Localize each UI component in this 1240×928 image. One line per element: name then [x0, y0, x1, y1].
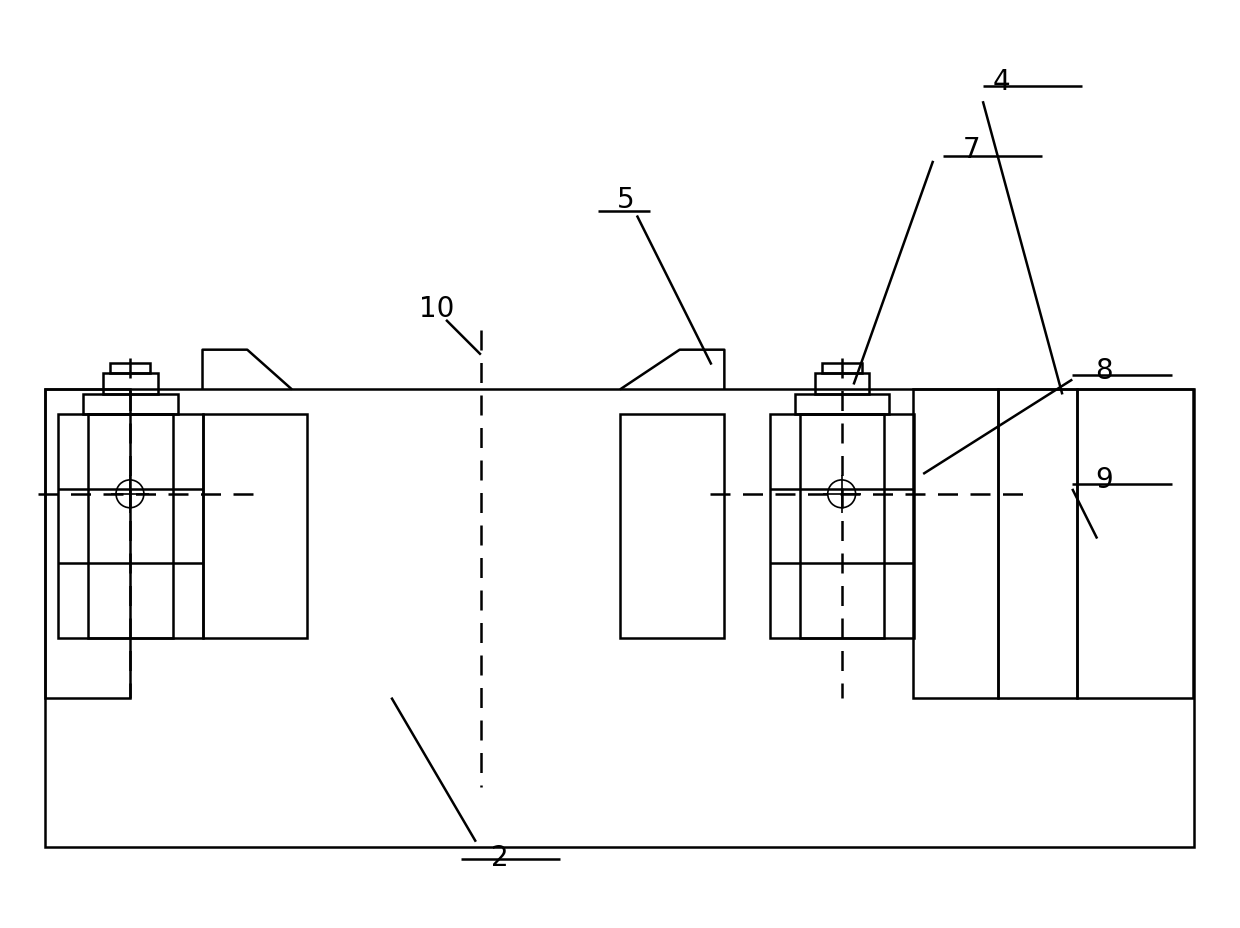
Bar: [770, 415, 914, 638]
Bar: [998, 390, 1078, 698]
Bar: [800, 415, 884, 638]
Bar: [46, 390, 1194, 846]
Text: 9: 9: [1095, 466, 1112, 494]
Text: 10: 10: [419, 294, 455, 323]
Bar: [103, 373, 157, 395]
Bar: [815, 373, 869, 395]
Bar: [46, 390, 130, 698]
Bar: [1078, 390, 1193, 698]
Bar: [58, 415, 202, 638]
Text: 8: 8: [1095, 356, 1112, 384]
Bar: [88, 415, 172, 638]
Bar: [795, 395, 889, 415]
Text: 4: 4: [993, 69, 1011, 97]
Text: 7: 7: [963, 135, 981, 163]
Bar: [620, 415, 724, 638]
Bar: [822, 363, 862, 373]
Text: 5: 5: [618, 186, 635, 213]
Bar: [110, 363, 150, 373]
Bar: [913, 390, 998, 698]
Text: 2: 2: [491, 843, 508, 870]
Bar: [202, 415, 306, 638]
Bar: [83, 395, 177, 415]
